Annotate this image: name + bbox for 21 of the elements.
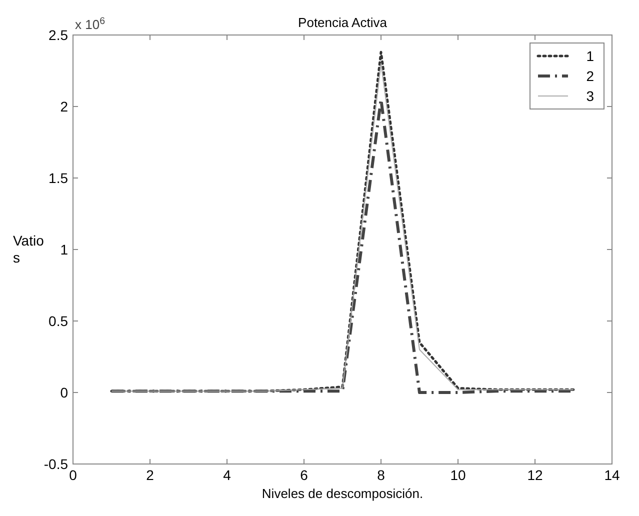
y-tick-label: 2 [60,98,68,114]
x-axis-title: Niveles de descomposición. [262,486,424,501]
legend-label: 2 [586,68,594,84]
x-tick-label: 12 [527,467,543,483]
chart-title: Potencia Activa [298,15,388,30]
legend-label: 1 [586,48,594,64]
x-tick-label: 4 [223,467,232,483]
x-tick-label: 14 [604,467,620,483]
y-tick-label: -0.5 [44,456,68,472]
y-tick-label: 2.5 [48,26,68,43]
legend-label: 3 [586,88,594,104]
text: x 10$^{6}$ [75,16,106,32]
x-tick-label: 8 [377,467,386,483]
y-axis-title: Vatio s [13,232,44,266]
y-tick-label: 1.5 [48,170,68,186]
x-tick-label: 10 [450,467,466,483]
x-tick-label: 2 [146,467,154,483]
y-tick-label: 1 [60,241,68,258]
y-tick-label: 0 [60,384,68,400]
y-tick-label: 0.5 [48,312,68,329]
x-tick-label: 6 [300,467,308,483]
